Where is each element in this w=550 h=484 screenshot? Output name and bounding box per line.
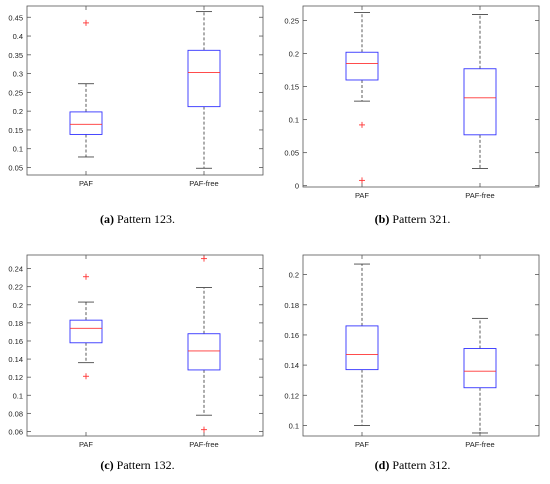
panel-d-axes-frame	[302, 254, 540, 437]
panel-a-ytick-label: 0.35	[8, 51, 23, 60]
panel-a-ytick-label: 0.45	[8, 13, 23, 22]
panel-b-ytick-label: 0.1	[289, 116, 299, 125]
panel-a-ytick-label: 0.3	[13, 70, 23, 79]
panel-d-paf-category-label: PAF	[355, 440, 369, 449]
panel-d-paf-free-box	[463, 348, 497, 389]
panel-d-ytick-label: 0.16	[284, 331, 299, 340]
caption-d-label: (d)	[374, 458, 390, 472]
panel-b-paf-free-category-label: PAF-free	[465, 191, 494, 200]
panel-a-ytick-label: 0.4	[13, 32, 23, 41]
panel-c-paf-box	[69, 319, 103, 344]
panel-c-ytick-label: 0.14	[8, 355, 23, 364]
panel-c-paf-free-outlier	[201, 426, 207, 433]
caption-d-text: Pattern 312.	[392, 458, 451, 472]
panel-c-ytick-label: 0.06	[8, 427, 23, 436]
panel-c-ytick-label: 0.22	[8, 283, 23, 292]
panel-c-ytick-label: 0.18	[8, 319, 23, 328]
panel-a-ytick-label: 0.1	[13, 145, 23, 154]
panel-b-paf-category-label: PAF	[355, 191, 369, 200]
caption-c-text: Pattern 132.	[116, 458, 175, 472]
panel-c-paf-category-label: PAF	[79, 440, 93, 449]
panel-a-ytick-label: 0.2	[13, 107, 23, 116]
caption-c: (c) Pattern 132.	[0, 458, 275, 473]
caption-d: (d) Pattern 312.	[275, 458, 550, 473]
panel-a-ytick-label: 0.25	[8, 88, 23, 97]
panel-c-paf-outlier	[83, 373, 89, 380]
panel-c-ytick-label: 0.2	[13, 301, 23, 310]
panel-b-ytick-label: 0	[295, 182, 299, 191]
panel-c-axes-frame	[26, 254, 264, 437]
caption-b: (b) Pattern 321.	[275, 212, 550, 227]
panel-b: 0 0.05 0.1 0.15 0.2 0.25 PAF PAF-free	[284, 5, 540, 200]
panel-b-ytick-label: 0.15	[284, 83, 299, 92]
panel-c-ytick-label: 0.24	[8, 265, 23, 274]
panel-b-ytick-label: 0.25	[284, 17, 299, 26]
panel-a-paf-outlier	[83, 19, 89, 26]
panel-d: 0.1 0.12 0.14 0.16 0.18 0.2 PAF PAF-free	[284, 254, 540, 449]
caption-c-label: (c)	[100, 458, 114, 472]
caption-b-label: (b)	[374, 212, 390, 226]
panel-b-ytick-label: 0.2	[289, 50, 299, 59]
panel-c-ytick-label: 0.1	[13, 391, 23, 400]
panel-c-paf-outlier	[83, 273, 89, 280]
panel-c-paf-free-outlier	[201, 255, 207, 262]
panel-b-axes-frame	[302, 5, 540, 188]
panel-b-ytick-label: 0.05	[284, 149, 299, 158]
caption-a: (a) Pattern 123.	[0, 212, 275, 227]
panel-b-paf-box	[345, 51, 379, 81]
panel-c-ytick-label: 0.12	[8, 373, 23, 382]
caption-b-text: Pattern 321.	[392, 212, 451, 226]
panel-b-paf-free-box	[463, 68, 497, 136]
panel-d-paf-box	[345, 325, 379, 371]
panel-c: 0.06 0.08 0.1 0.12 0.14 0.16 0.18 0.2 0.22 0.24 PA…	[8, 254, 264, 449]
panel-a: 0.05 0.1 0.15 0.2 0.25 0.3 0.35 0.4 0.45 PAF PAF-f…	[8, 5, 264, 188]
panel-a-axes-frame	[26, 5, 264, 176]
panel-c-paf-free-box	[187, 333, 221, 371]
panel-a-paf-category-label: PAF	[79, 179, 93, 188]
panel-c-paf-free-category-label: PAF-free	[189, 440, 218, 449]
panel-a-paf-free-box	[187, 49, 221, 108]
caption-a-label: (a)	[100, 212, 114, 226]
panel-a-paf-free-category-label: PAF-free	[189, 179, 218, 188]
panel-d-paf-free-category-label: PAF-free	[465, 440, 494, 449]
panel-d-ytick-label: 0.12	[284, 391, 299, 400]
panel-a-ytick-label: 0.15	[8, 126, 23, 135]
panel-d-ytick-label: 0.14	[284, 361, 299, 370]
caption-a-text: Pattern 123.	[117, 212, 175, 226]
panel-c-ytick-label: 0.08	[8, 409, 23, 418]
panel-b-paf-outlier	[359, 121, 365, 128]
panel-a-paf-box	[69, 111, 103, 135]
panel-d-ytick-label: 0.1	[289, 421, 299, 430]
panel-d-ytick-label: 0.18	[284, 301, 299, 310]
panel-b-paf-outlier	[359, 177, 365, 184]
panel-d-ytick-label: 0.2	[289, 271, 299, 280]
panel-a-ytick-label: 0.05	[8, 163, 23, 172]
panel-c-ytick-label: 0.16	[8, 337, 23, 346]
